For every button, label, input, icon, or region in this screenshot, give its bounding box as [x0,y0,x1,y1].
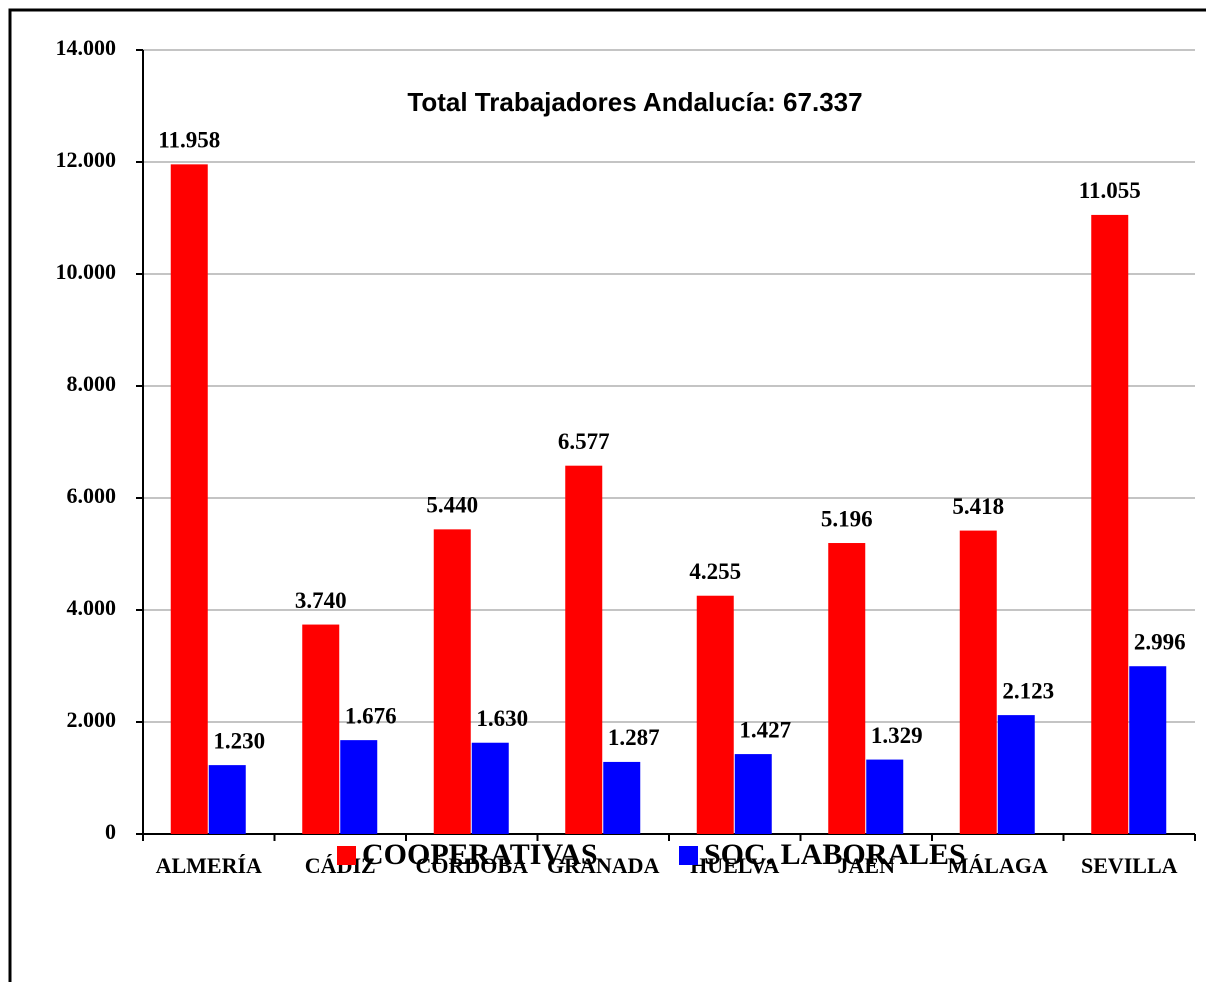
data-label: 6.577 [558,429,610,454]
y-tick-label: 14.000 [56,35,117,60]
data-label: 1.630 [476,706,528,731]
bar [734,754,772,834]
bar [1091,214,1129,835]
x-tick-label: MÁLAGA [948,853,1048,878]
legend-swatch [679,846,698,865]
legend-label: COOPERATIVAS [362,838,598,871]
bar [471,742,509,834]
data-label: 11.055 [1079,178,1141,203]
bar [1129,666,1167,834]
chart-title: Total Trabajadores Andalucía: 67.337 [407,87,862,117]
data-label: 1.676 [345,703,397,728]
data-label: 11.958 [158,128,220,153]
data-label: 1.329 [871,723,923,748]
bar [433,529,471,834]
x-tick-label: JAÉN [838,853,896,878]
x-tick-label: GRANADA [547,853,660,878]
data-label: 4.255 [689,559,741,584]
y-tick-label: 0 [105,819,116,844]
bar [340,740,378,834]
y-tick-label: 10.000 [56,259,117,284]
y-tick-label: 4.000 [67,595,117,620]
bar [208,765,246,834]
bar [696,595,734,834]
bar [302,624,340,834]
bar [959,530,997,834]
data-label: 5.440 [426,493,478,518]
bar [828,543,866,834]
legend-label: SOC. LABORALES [704,838,966,871]
y-tick-label: 8.000 [67,371,117,396]
y-tick-label: 2.000 [67,707,117,732]
data-label: 1.230 [213,728,265,753]
frame [8,8,1206,982]
x-tick-label: ALMERÍA [156,853,262,878]
x-tick-label: SEVILLA [1081,853,1178,878]
data-label: 2.996 [1134,630,1186,655]
data-label: 1.287 [608,725,660,750]
bar [170,164,208,835]
data-label: 5.196 [821,506,873,531]
y-tick-label: 6.000 [67,483,117,508]
y-tick-label: 12.000 [56,147,117,172]
x-tick-label: CÓRDOBA [416,853,529,878]
data-label: 2.123 [1002,678,1054,703]
bar [997,715,1035,834]
x-tick-label: HUELVA [690,853,779,878]
bar [866,759,904,834]
bar [565,465,603,834]
legend-swatch [337,846,356,865]
data-label: 3.740 [295,588,347,613]
bar [603,761,641,834]
data-label: 1.427 [739,717,791,742]
data-label: 5.418 [952,494,1004,519]
